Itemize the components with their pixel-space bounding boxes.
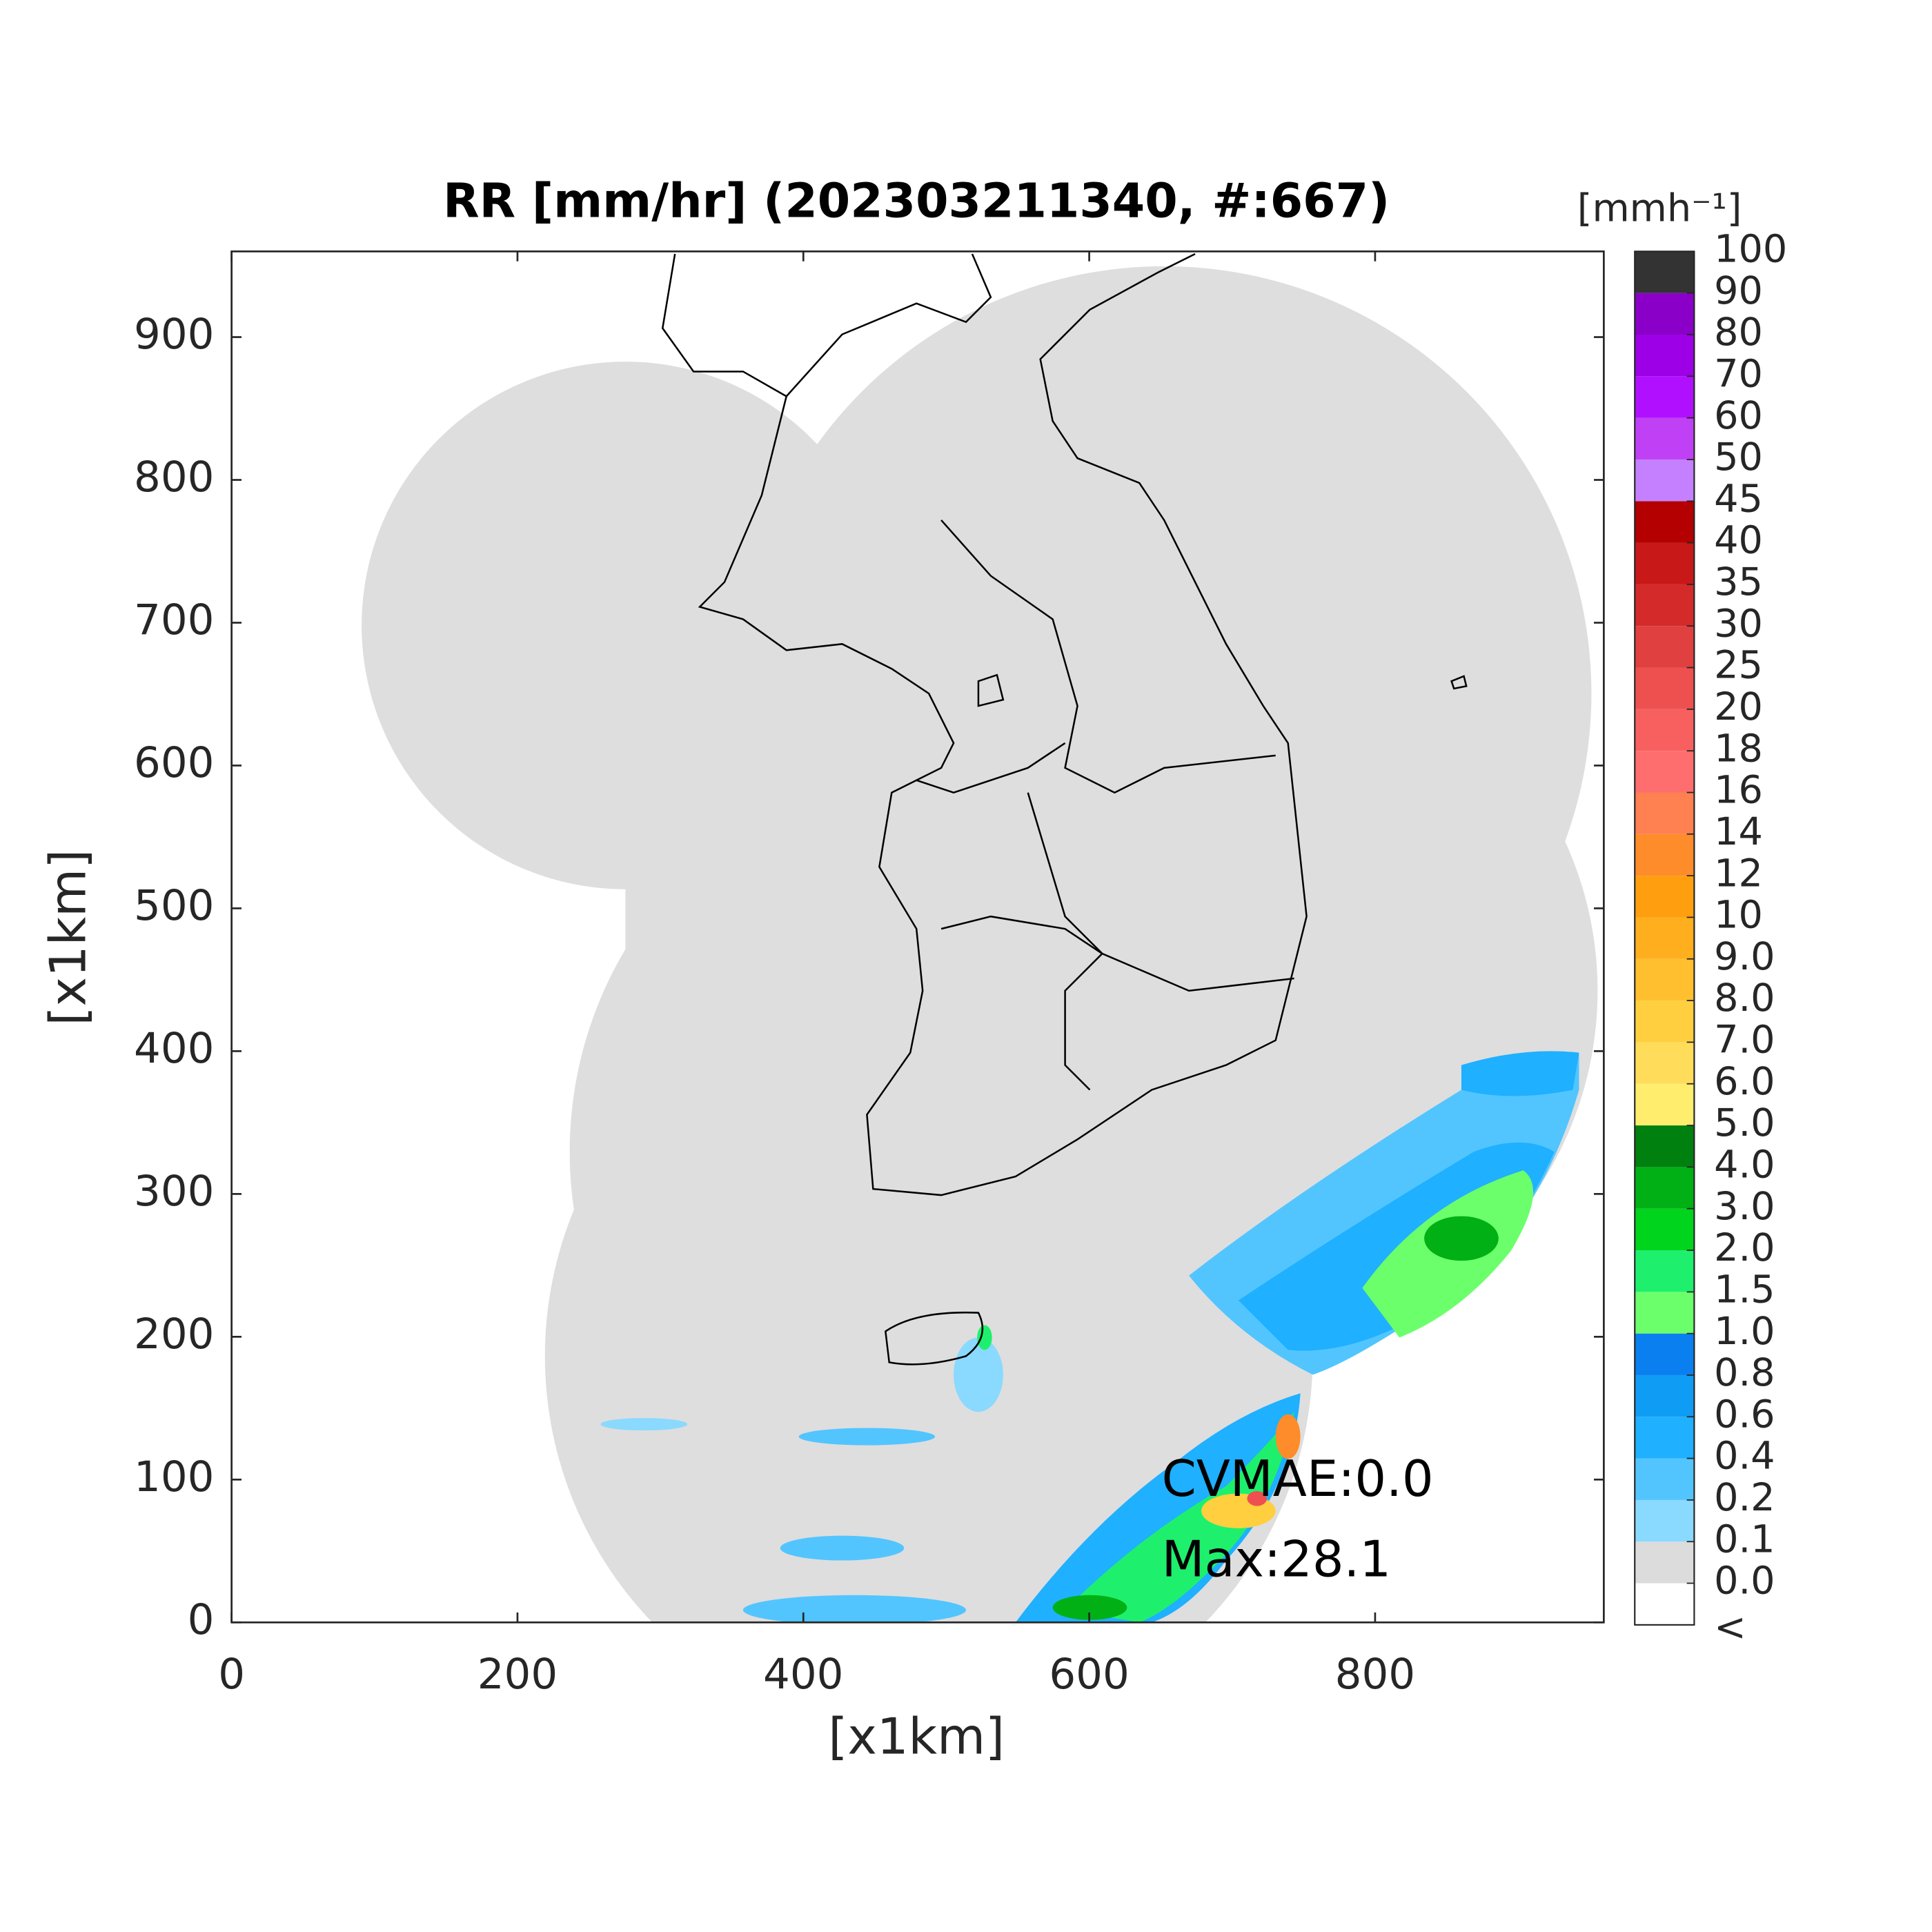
- y-tick-label: 400: [134, 1024, 214, 1073]
- colorbar-tick-label: 0.8: [1714, 1350, 1775, 1395]
- plot-frame: [230, 250, 1605, 1624]
- colorbar-tick-label: 0.2: [1714, 1475, 1775, 1520]
- colorbar-segment: [1635, 1042, 1695, 1084]
- colorbar-segment: [1635, 792, 1695, 834]
- colorbar-tick-label: 100: [1714, 226, 1787, 271]
- colorbar-tick-label: 80: [1714, 310, 1763, 355]
- colorbar-tick-label: <: [1714, 1605, 1746, 1650]
- colorbar-segment: [1635, 459, 1695, 502]
- x-tick-label: 200: [477, 1650, 558, 1699]
- colorbar-tick-label: 0.0: [1714, 1559, 1775, 1604]
- colorbar-tick-label: 4.0: [1714, 1142, 1775, 1187]
- colorbar-tick-label: 10: [1714, 893, 1763, 938]
- colorbar-segment: [1635, 917, 1695, 959]
- colorbar-segment: [1635, 251, 1695, 293]
- colorbar-tick-label: 70: [1714, 351, 1763, 396]
- colorbar-segment: [1635, 1208, 1695, 1251]
- x-tick-label: 400: [763, 1650, 843, 1699]
- colorbar-segment: [1635, 1333, 1695, 1375]
- y-tick-label: 200: [134, 1310, 214, 1359]
- y-tick-label: 700: [134, 595, 214, 644]
- colorbar-segment: [1635, 1374, 1695, 1417]
- colorbar-segment: [1635, 376, 1695, 418]
- colorbar-segment: [1635, 1083, 1695, 1126]
- y-tick-label: 500: [134, 881, 214, 930]
- colorbar-segment: [1635, 293, 1695, 335]
- colorbar-tick-label: 35: [1714, 560, 1763, 604]
- y-tick-label: 800: [134, 453, 214, 502]
- colorbar-segment: [1635, 876, 1695, 918]
- colorbar-segment: [1635, 334, 1695, 377]
- colorbar-segment: [1635, 1541, 1695, 1584]
- colorbar-label: [mmh⁻¹]: [1577, 186, 1742, 230]
- colorbar-tick-label: 16: [1714, 768, 1763, 813]
- chart-title: RR [mm/hr] (202303211340, #:667): [443, 175, 1390, 229]
- colorbar-segment: [1635, 958, 1695, 1001]
- colorbar-tick-label: 12: [1714, 851, 1763, 896]
- colorbar-segment: [1635, 1458, 1695, 1500]
- annotation: CVMAE:0.0: [1162, 1450, 1434, 1508]
- y-tick-label: 100: [134, 1452, 214, 1501]
- colorbar-tick-label: 7.0: [1714, 1018, 1775, 1063]
- colorbar-frame: [1634, 250, 1695, 1626]
- colorbar-tick-label: 1.5: [1714, 1267, 1775, 1312]
- colorbar-segment: [1635, 626, 1695, 668]
- y-tick-label: 900: [134, 310, 214, 359]
- precipitation: [600, 1051, 1579, 1623]
- x-tick-label: 0: [218, 1650, 245, 1699]
- colorbar-segment: [1635, 1499, 1695, 1542]
- colorbar-tick-label: 0.6: [1714, 1392, 1775, 1437]
- colorbar-segment: [1635, 1583, 1695, 1625]
- colorbar-tick-label: 9.0: [1714, 934, 1775, 979]
- colorbar-tick-label: 14: [1714, 809, 1763, 854]
- x-tick-label: 800: [1335, 1650, 1415, 1699]
- colorbar-segment: [1635, 834, 1695, 876]
- colorbar-segment: [1635, 1000, 1695, 1043]
- colorbar-tick-label: 6.0: [1714, 1059, 1775, 1104]
- x-tick-label: 600: [1049, 1650, 1129, 1699]
- y-tick-label: 300: [134, 1167, 214, 1216]
- x-axis-label: [x1km]: [828, 1707, 1005, 1765]
- colorbar-segment: [1635, 1417, 1695, 1459]
- colorbar-tick-label: 8.0: [1714, 976, 1775, 1021]
- colorbar-tick-label: 0.4: [1714, 1434, 1775, 1479]
- colorbar-tick-label: 60: [1714, 393, 1763, 438]
- colorbar-tick-label: 18: [1714, 726, 1763, 771]
- radar-map: [362, 253, 1598, 1623]
- colorbar-segment: [1635, 501, 1695, 543]
- colorbar-tick-label: 20: [1714, 684, 1763, 729]
- colorbar-segment: [1635, 542, 1695, 584]
- colorbar-segment: [1635, 667, 1695, 709]
- colorbar-segment: [1635, 1250, 1695, 1292]
- colorbar-segment: [1635, 1167, 1695, 1209]
- y-tick-label: 600: [134, 738, 214, 787]
- colorbar-tick-label: 25: [1714, 643, 1763, 688]
- colorbar-tick-label: 30: [1714, 601, 1763, 646]
- colorbar-segment: [1635, 709, 1695, 751]
- colorbar-tick-label: 5.0: [1714, 1101, 1775, 1145]
- colorbar-tick-label: 0.1: [1714, 1517, 1775, 1561]
- colorbar-segment: [1635, 751, 1695, 793]
- colorbar-tick-label: 3.0: [1714, 1184, 1775, 1229]
- colorbar-segment: [1635, 1125, 1695, 1167]
- colorbar-tick-label: 1.0: [1714, 1309, 1775, 1354]
- colorbar-tick-label: 50: [1714, 435, 1763, 480]
- y-axis-label: [x1km]: [39, 849, 97, 1026]
- colorbar-segment: [1635, 584, 1695, 627]
- colorbar-tick-label: 45: [1714, 476, 1763, 521]
- colorbar-segment: [1635, 417, 1695, 460]
- y-tick-label: 0: [188, 1595, 215, 1644]
- colorbar-tick-label: 90: [1714, 268, 1763, 313]
- colorbar-tick-label: 40: [1714, 518, 1763, 563]
- annotation: Max:28.1: [1162, 1530, 1391, 1588]
- coastline: [661, 253, 1468, 1366]
- colorbar-tick-label: 2.0: [1714, 1225, 1775, 1270]
- colorbar-segment: [1635, 1292, 1695, 1334]
- coverage: [362, 266, 1598, 1623]
